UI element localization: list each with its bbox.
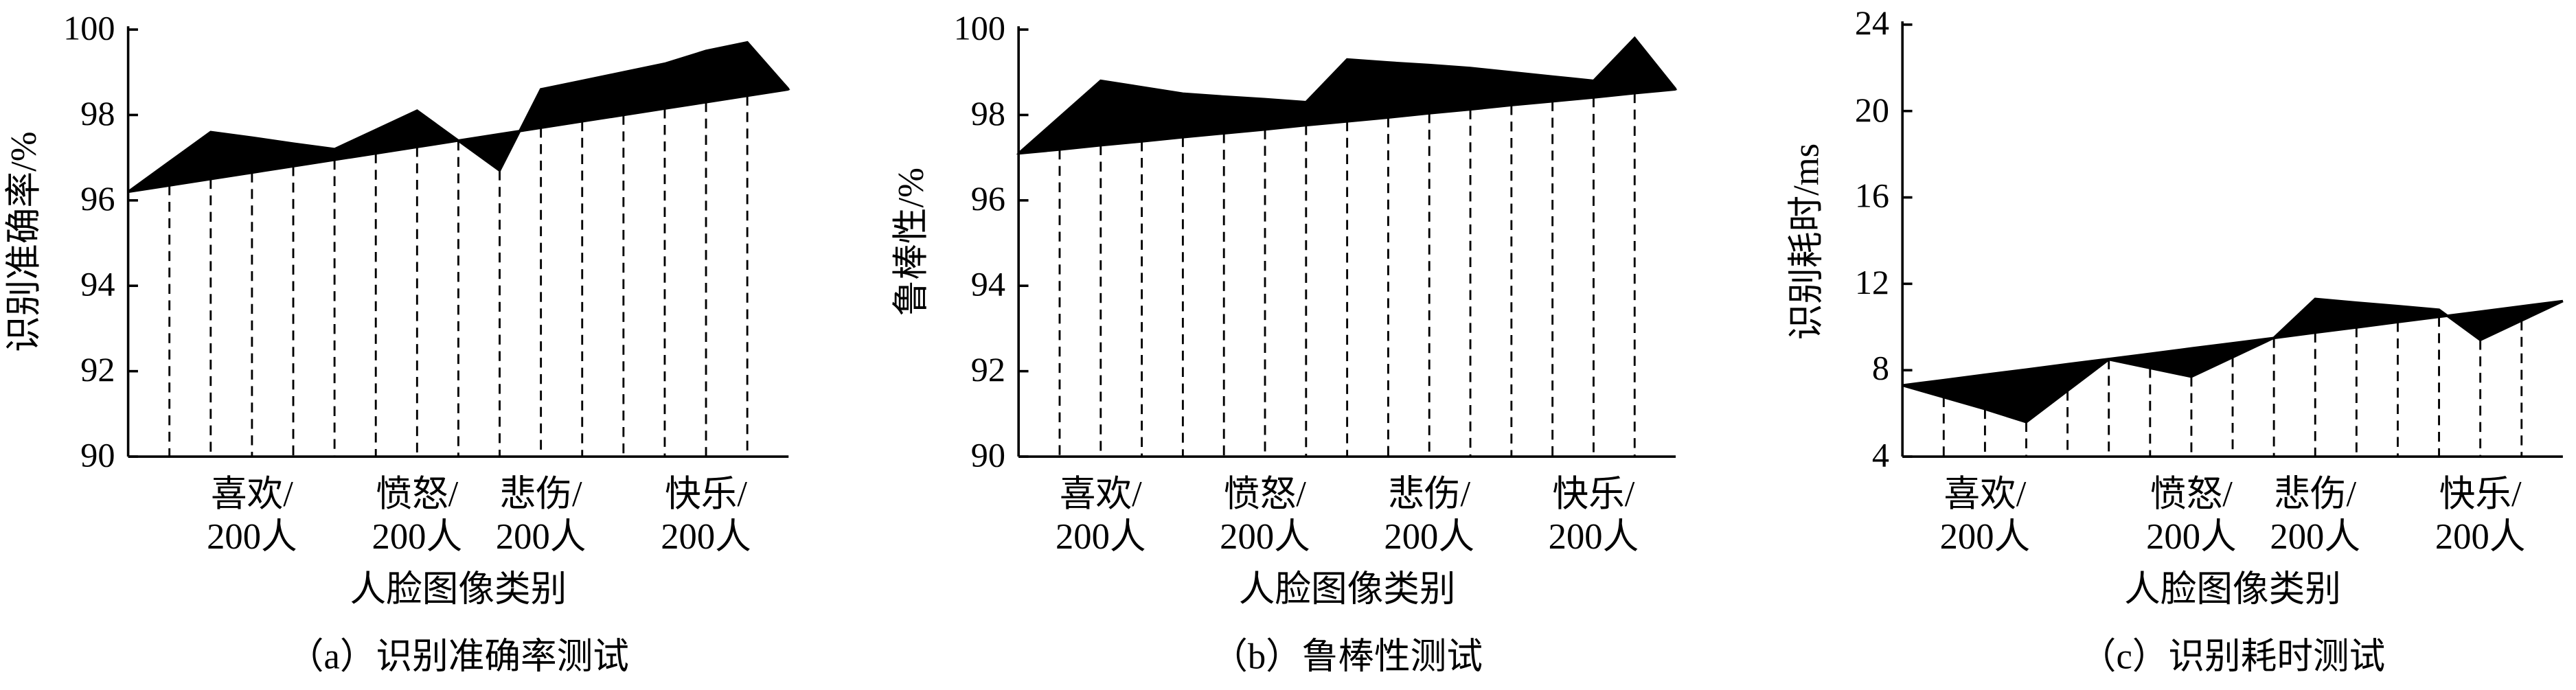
area-fill bbox=[1016, 36, 1678, 154]
y-tick-label: 94 bbox=[970, 264, 1006, 304]
series-line bbox=[128, 88, 789, 194]
y-tick-label: 4 bbox=[1871, 435, 1890, 475]
chart-caption: （b）鲁棒性测试 bbox=[1211, 635, 1483, 677]
x-tick-label: 悲伤/ 200人 bbox=[2270, 472, 2361, 557]
y-tick-label: 90 bbox=[970, 435, 1006, 475]
y-tick-label: 98 bbox=[970, 93, 1006, 133]
y-tick-label: 94 bbox=[80, 264, 115, 304]
y-tick-label: 24 bbox=[1854, 3, 1890, 43]
y-axis-title: 识别耗时/ms bbox=[1785, 143, 1827, 341]
x-tick-label: 喜欢/ 200人 bbox=[1939, 472, 2031, 557]
x-tick-label: 快乐/ 200人 bbox=[1548, 472, 1639, 557]
y-tick-label: 96 bbox=[80, 179, 115, 219]
x-tick-label: 悲伤/ 200人 bbox=[495, 472, 586, 557]
y-tick-label: 100 bbox=[953, 8, 1006, 48]
x-tick-label: 喜欢/ 200人 bbox=[1055, 472, 1146, 557]
x-tick-label: 愤怒/ 200人 bbox=[372, 472, 463, 557]
x-axis-title: 人脸图像类别 bbox=[1238, 568, 1456, 610]
chart-caption: （c）识别耗时测试 bbox=[2079, 635, 2386, 677]
y-axis-title: 鲁棒性/% bbox=[890, 167, 931, 317]
x-tick-label: 喜欢/ 200人 bbox=[207, 472, 297, 557]
x-axis-title: 人脸图像类别 bbox=[350, 568, 567, 610]
x-tick-label: 快乐/ 200人 bbox=[661, 472, 751, 557]
series-line bbox=[1902, 299, 2564, 387]
chart-caption: （a）识别准确率测试 bbox=[287, 635, 629, 677]
y-tick-label: 92 bbox=[970, 349, 1006, 389]
y-tick-label: 92 bbox=[80, 349, 115, 389]
x-tick-label: 愤怒/ 200人 bbox=[2146, 472, 2237, 557]
y-axis-title: 识别准确率/% bbox=[3, 131, 45, 352]
x-tick-label: 快乐/ 200人 bbox=[2435, 472, 2526, 557]
x-tick-label: 愤怒/ 200人 bbox=[1220, 472, 1310, 557]
x-tick-label: 悲伤/ 200人 bbox=[1384, 472, 1475, 557]
series-line bbox=[1902, 297, 2564, 424]
area-fill bbox=[127, 41, 790, 193]
y-tick-label: 100 bbox=[63, 8, 115, 48]
y-tick-label: 98 bbox=[80, 93, 115, 133]
y-tick-label: 90 bbox=[80, 435, 115, 475]
x-axis-title: 人脸图像类别 bbox=[2124, 568, 2341, 610]
series-line bbox=[1017, 36, 1677, 154]
y-tick-label: 8 bbox=[1871, 349, 1890, 389]
series-line bbox=[1018, 88, 1676, 155]
y-tick-label: 96 bbox=[970, 179, 1006, 219]
y-tick-label: 12 bbox=[1854, 262, 1890, 302]
y-tick-label: 16 bbox=[1854, 176, 1890, 216]
y-tick-label: 20 bbox=[1854, 89, 1890, 130]
